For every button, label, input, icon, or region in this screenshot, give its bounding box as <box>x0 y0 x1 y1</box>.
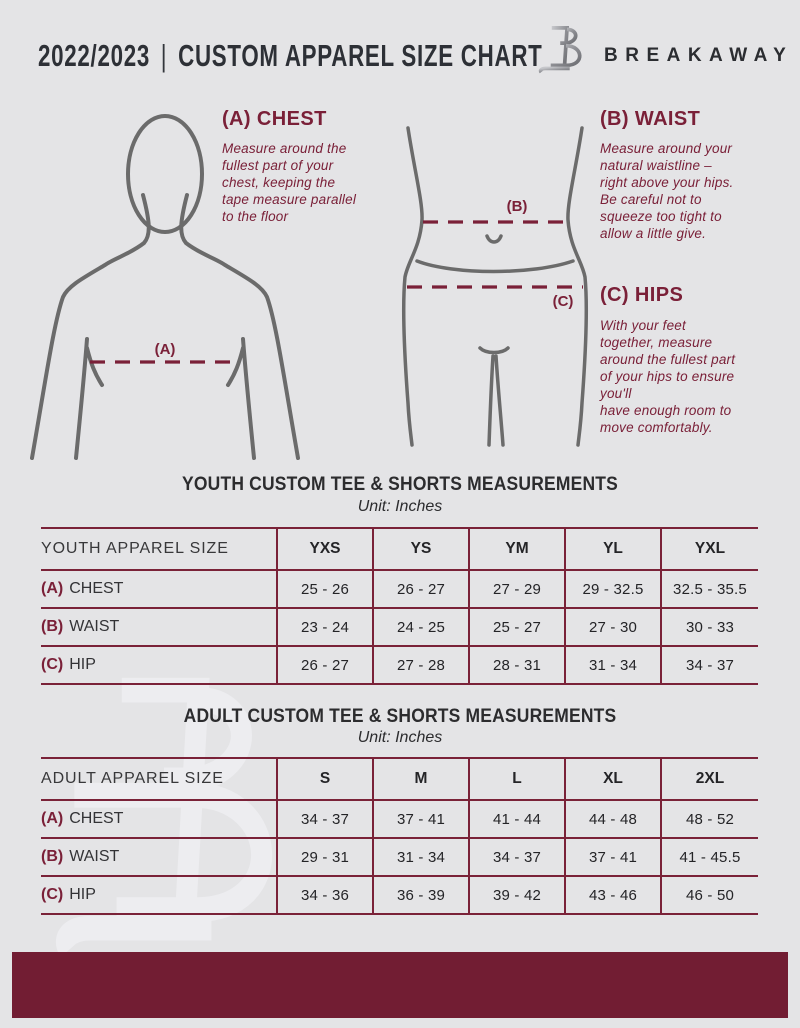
size-header-l: L <box>468 757 565 800</box>
breakaway-logo-icon <box>538 26 582 74</box>
adult-table-header-row: ADULT APPAREL SIZE S M L XL 2XL <box>41 757 758 800</box>
lower-body-figure: (B) (C) <box>402 126 588 447</box>
measurement-cell: 48 - 52 <box>660 799 758 838</box>
measurement-cell: 36 - 39 <box>372 875 469 915</box>
size-header-yxl: YXL <box>660 527 758 570</box>
measurement-cell: 41 - 45.5 <box>660 837 758 876</box>
waist-instruction-heading: (B) WAIST <box>600 108 701 130</box>
row-prefix: (C) <box>41 886 64 903</box>
measurement-cell: 27 - 28 <box>372 645 469 685</box>
adult-chest-row: (A) CHEST 34 - 37 37 - 41 41 - 44 44 - 48… <box>41 799 758 838</box>
measurement-cell: 31 - 34 <box>564 645 661 685</box>
adult-size-table: ADULT APPAREL SIZE S M L XL 2XL (A) CHEST… <box>41 757 758 915</box>
measurement-cell: 31 - 34 <box>372 837 469 876</box>
row-prefix: (A) <box>41 580 64 597</box>
size-header-s: S <box>276 757 373 800</box>
adult-table-subtitle: Unit: Inches <box>357 729 443 746</box>
upper-body-figure: (A) <box>30 114 300 460</box>
row-label-waist: (B) WAIST <box>41 607 277 646</box>
row-label-waist: (B) WAIST <box>41 837 277 876</box>
measurement-cell: 34 - 36 <box>276 875 373 915</box>
size-header-yxs: YXS <box>276 527 373 570</box>
measurement-cell: 39 - 42 <box>468 875 565 915</box>
youth-table-title: YOUTH CUSTOM TEE & SHORTS MEASUREMENTS <box>182 474 618 495</box>
measurement-cell: 27 - 30 <box>564 607 661 646</box>
adult-waist-row: (B) WAIST 29 - 31 31 - 34 34 - 37 37 - 41… <box>41 837 758 876</box>
youth-table-subtitle: Unit: Inches <box>357 498 443 515</box>
measurement-cell: 26 - 27 <box>276 645 373 685</box>
row-prefix: (A) <box>41 810 64 827</box>
row-prefix: (C) <box>41 656 64 673</box>
size-header-ys: YS <box>372 527 469 570</box>
youth-waist-row: (B) WAIST 23 - 24 24 - 25 25 - 27 27 - 30… <box>41 607 758 646</box>
size-header-yl: YL <box>564 527 661 570</box>
measurement-cell: 46 - 50 <box>660 875 758 915</box>
measurement-cell: 37 - 41 <box>372 799 469 838</box>
hips-instruction-text: With your feet together, measure around … <box>600 318 736 435</box>
hips-instruction-heading: (C) HIPS <box>600 284 684 306</box>
measurement-cell: 37 - 41 <box>564 837 661 876</box>
measurement-cell: 23 - 24 <box>276 607 373 646</box>
measurement-cell: 34 - 37 <box>276 799 373 838</box>
footer-bar <box>12 952 788 1018</box>
chest-instruction-heading: (A) CHEST <box>222 108 327 130</box>
row-label-chest: (A) CHEST <box>41 799 277 838</box>
row-prefix: (B) <box>41 848 64 865</box>
measurement-cell: 30 - 33 <box>660 607 758 646</box>
row-name: CHEST <box>69 580 124 597</box>
measurement-cell: 32.5 - 35.5 <box>660 569 758 608</box>
row-name: HIP <box>69 656 96 673</box>
row-name: CHEST <box>69 810 124 827</box>
row-name: WAIST <box>69 618 120 635</box>
measurement-cell: 27 - 29 <box>468 569 565 608</box>
measurement-cell: 28 - 31 <box>468 645 565 685</box>
youth-size-table: YOUTH APPAREL SIZE YXS YS YM YL YXL (A) C… <box>41 527 758 685</box>
measurement-cell: 26 - 27 <box>372 569 469 608</box>
row-label-hip: (C) HIP <box>41 875 277 915</box>
measurement-cell: 41 - 44 <box>468 799 565 838</box>
row-name: WAIST <box>69 848 120 865</box>
row-prefix: (B) <box>41 618 64 635</box>
measurement-cell: 34 - 37 <box>468 837 565 876</box>
measurement-cell: 24 - 25 <box>372 607 469 646</box>
adult-hip-row: (C) HIP 34 - 36 36 - 39 39 - 42 43 - 46 4… <box>41 875 758 915</box>
adult-size-column-header: ADULT APPAREL SIZE <box>41 757 277 800</box>
youth-hip-row: (C) HIP 26 - 27 27 - 28 28 - 31 31 - 34 3… <box>41 645 758 685</box>
measurement-cell: 44 - 48 <box>564 799 661 838</box>
page-title-separator: | <box>160 38 168 73</box>
brand-name: BREAKAWAY <box>604 45 794 66</box>
page-title-main: CUSTOM APPAREL SIZE CHART <box>178 38 543 73</box>
measurement-cell: 43 - 46 <box>564 875 661 915</box>
chest-instruction-text: Measure around the fullest part of your … <box>222 141 357 224</box>
youth-size-column-header: YOUTH APPAREL SIZE <box>41 527 277 570</box>
youth-chest-row: (A) CHEST 25 - 26 26 - 27 27 - 29 29 - 32… <box>41 569 758 608</box>
measurement-cell: 29 - 32.5 <box>564 569 661 608</box>
waist-instruction-text: Measure around your natural waistline – … <box>600 141 734 241</box>
chest-line-label: (A) <box>155 341 176 358</box>
measurement-cell: 34 - 37 <box>660 645 758 685</box>
size-header-m: M <box>372 757 469 800</box>
measurement-cell: 25 - 26 <box>276 569 373 608</box>
youth-table-header-row: YOUTH APPAREL SIZE YXS YS YM YL YXL <box>41 527 758 570</box>
page-title: 2022/2023 | CUSTOM APPAREL SIZE CHART <box>38 38 543 74</box>
measurement-cell: 25 - 27 <box>468 607 565 646</box>
waist-line-label: (B) <box>507 198 528 215</box>
row-name: HIP <box>69 886 96 903</box>
hips-line-label: (C) <box>553 293 574 310</box>
adult-table-title: ADULT CUSTOM TEE & SHORTS MEASUREMENTS <box>183 706 617 727</box>
page-title-year: 2022/2023 <box>38 38 150 73</box>
size-header-xl: XL <box>564 757 661 800</box>
size-header-ym: YM <box>468 527 565 570</box>
measurement-cell: 29 - 31 <box>276 837 373 876</box>
size-header-2xl: 2XL <box>660 757 758 800</box>
row-label-chest: (A) CHEST <box>41 569 277 608</box>
row-label-hip: (C) HIP <box>41 645 277 685</box>
